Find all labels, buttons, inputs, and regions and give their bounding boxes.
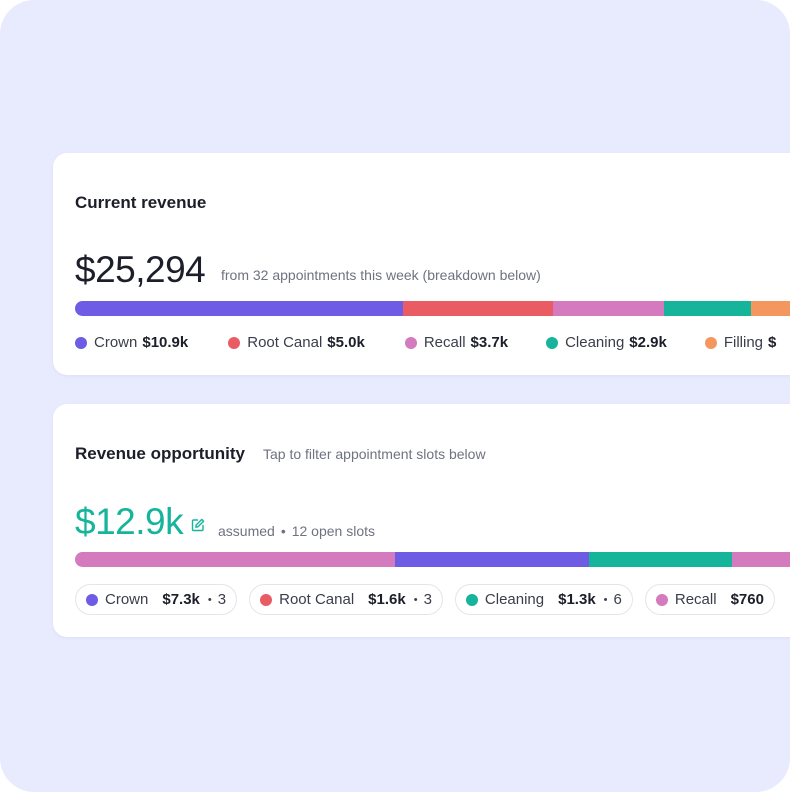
crown-color-dot <box>86 593 98 606</box>
legend-item-crown: Crown $10.9k <box>75 334 188 351</box>
legend-label: Crown <box>94 334 138 351</box>
current-revenue-card: Current revenue $25,294 from 32 appointm… <box>53 153 790 375</box>
root-canal-color-dot <box>260 593 273 606</box>
legend-value: $3.7k <box>470 334 509 351</box>
revenue-opportunity-amount: $12.9k <box>75 501 184 542</box>
filter-value: $760 <box>730 591 764 608</box>
legend-label: Root Canal <box>247 334 323 351</box>
legend-value: $ <box>768 334 777 351</box>
revenue-opportunity-breakdown-bar <box>75 552 790 567</box>
cleaning-color-dot <box>465 593 478 606</box>
filter-slot-count: 3 <box>414 591 432 608</box>
root-canal-color-dot <box>228 336 241 349</box>
assumed-label: assumed <box>218 523 275 539</box>
pencil-square-icon[interactable] <box>191 518 205 532</box>
filter-value: $1.6k <box>368 591 406 608</box>
open-slots-count: 12 open slots <box>291 523 376 539</box>
revenue-opportunity-title: Revenue opportunity <box>75 444 246 463</box>
filter-pill-recall[interactable]: Recall $760 <box>644 584 775 615</box>
legend-item-cleaning: Cleaning $2.9k <box>546 334 667 351</box>
filling-color-dot <box>704 336 717 349</box>
recall-color-dot <box>655 593 668 606</box>
filter-pill-cleaning[interactable]: Cleaning $1.3k 6 <box>454 584 633 615</box>
bar-segment-root-canal <box>402 301 554 316</box>
revenue-opportunity-filters: Crown $7.3k 3 Root Canal $1.6k 3 Cleanin… <box>75 584 775 615</box>
legend-label: Cleaning <box>565 334 625 351</box>
legend-value: $5.0k <box>327 334 365 351</box>
legend-value: $2.9k <box>629 334 667 351</box>
legend-item-root-canal: Root Canal $5.0k <box>228 334 365 351</box>
bar-segment-crown <box>394 552 589 567</box>
bar-segment-filling <box>751 301 790 316</box>
filter-label: Recall <box>674 591 717 608</box>
bar-segment-recall <box>732 552 790 567</box>
filter-value: $7.3k <box>162 591 200 608</box>
bar-segment-recall <box>553 301 664 316</box>
filter-pill-root-canal[interactable]: Root Canal $1.6k 3 <box>249 584 443 615</box>
filter-label: Cleaning <box>484 591 545 608</box>
crown-color-dot <box>75 336 87 349</box>
revenue-opportunity-hint: Tap to filter appointment slots below <box>263 446 486 462</box>
filter-slot-count: 3 <box>208 591 226 608</box>
revenue-opportunity-card: Revenue opportunity Tap to filter appoin… <box>53 404 790 637</box>
bar-segment-cleaning <box>588 552 733 567</box>
recall-color-dot <box>404 336 417 349</box>
current-revenue-title: Current revenue <box>75 193 207 212</box>
current-revenue-breakdown-bar <box>75 301 790 316</box>
current-revenue-amount: $25,294 <box>75 249 206 290</box>
filter-label: Crown <box>105 591 149 608</box>
legend-item-filling: Filling $ <box>704 334 777 351</box>
cleaning-color-dot <box>546 336 559 349</box>
current-revenue-legend: Crown $10.9k Root Canal $5.0k Recall $3.… <box>75 334 776 351</box>
filter-value: $1.3k <box>558 591 596 608</box>
filter-label: Root Canal <box>279 591 355 608</box>
legend-label: Filling <box>723 334 764 351</box>
filter-slot-count: 6 <box>604 591 622 608</box>
filter-pill-crown[interactable]: Crown $7.3k 3 <box>75 584 238 615</box>
revenue-opportunity-meta: assumed • 12 open slots <box>218 523 375 539</box>
legend-label: Recall <box>423 334 466 351</box>
legend-value: $10.9k <box>142 334 189 351</box>
bar-segment-crown <box>75 301 403 316</box>
separator-dot: • <box>280 523 286 539</box>
current-revenue-subtitle: from 32 appointments this week (breakdow… <box>221 267 541 283</box>
bar-segment-cleaning <box>663 301 752 316</box>
legend-item-recall: Recall $3.7k <box>404 334 509 351</box>
bar-segment-recall <box>75 552 395 567</box>
